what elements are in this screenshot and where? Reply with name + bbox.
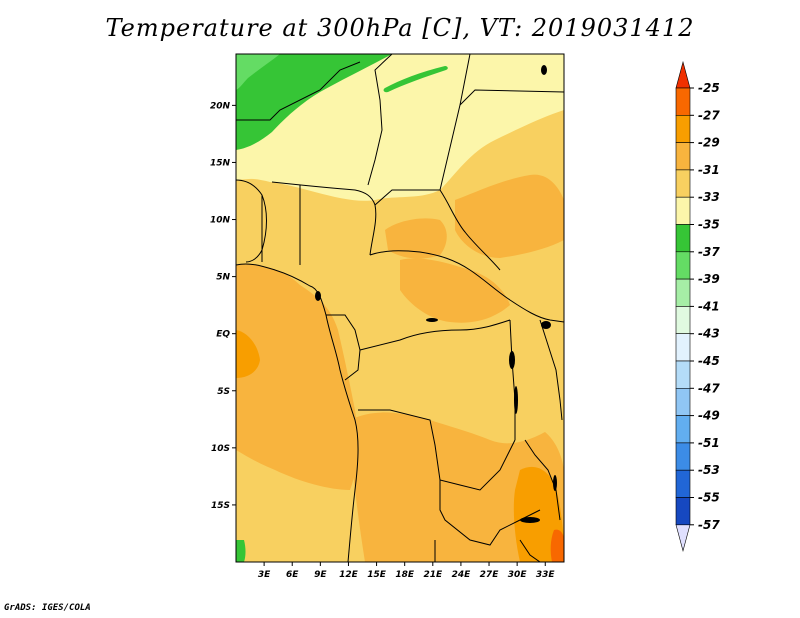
x-tick-label: 6E bbox=[286, 570, 299, 580]
colorbar-label: -41 bbox=[698, 299, 720, 313]
colorbar-label: -39 bbox=[698, 272, 720, 286]
x-tick-label: 15E bbox=[367, 570, 387, 580]
colorbar-swatch bbox=[675, 497, 691, 526]
x-tick-label: 9E bbox=[314, 570, 327, 580]
colorbar-swatch bbox=[675, 251, 691, 280]
colorbar-swatch bbox=[675, 115, 691, 143]
temperature-band-35-37-streak bbox=[383, 66, 448, 93]
temperature-band-27-29-west bbox=[236, 330, 260, 378]
colorbar-swatch bbox=[675, 387, 691, 416]
y-tick-label: 15S bbox=[211, 501, 230, 511]
colorbar-swatch bbox=[675, 224, 691, 253]
colorbar-label: -33 bbox=[698, 190, 720, 204]
colorbar-label: -57 bbox=[698, 518, 720, 532]
colorbar-label: -51 bbox=[698, 436, 720, 450]
colorbar-label: -47 bbox=[698, 381, 720, 395]
colorbar-swatch bbox=[675, 333, 691, 362]
colorbar-label: -25 bbox=[698, 81, 720, 95]
colorbar-swatch bbox=[675, 415, 691, 444]
y-tick-label: 5N bbox=[216, 273, 230, 283]
colorbar-swatch bbox=[675, 442, 691, 471]
colorbar-label: -55 bbox=[698, 491, 720, 505]
y-tick-label: 5S bbox=[217, 387, 230, 397]
x-tick-label: 24E bbox=[452, 570, 472, 580]
colorbar-swatch bbox=[675, 278, 691, 307]
colorbar-swatch bbox=[675, 169, 691, 198]
temperature-band-27-29-south bbox=[513, 466, 564, 562]
y-axis: 20N 15N 10N 5N EQ 5S 10S 15S bbox=[210, 101, 236, 511]
colorbar-swatch bbox=[675, 306, 691, 334]
x-axis: 3E 6E 9E 12E 15E 18E 21E 24E 27E 30E 33E bbox=[258, 562, 556, 580]
colorbar-swatch bbox=[675, 469, 691, 498]
colorbar-label: -31 bbox=[698, 163, 720, 177]
country-borders bbox=[236, 54, 564, 562]
temperature-band-37-39 bbox=[236, 54, 280, 90]
colorbar-swatch bbox=[675, 360, 691, 389]
colorbar-label: -53 bbox=[698, 463, 720, 477]
colorbar-swatch bbox=[675, 87, 691, 116]
colorbar-label: -37 bbox=[698, 245, 720, 259]
map-frame bbox=[235, 53, 565, 563]
colorbar-label: -29 bbox=[698, 136, 720, 150]
y-tick-label: 10S bbox=[211, 444, 230, 454]
x-tick-label: 27E bbox=[480, 570, 500, 580]
x-tick-label: 30E bbox=[508, 570, 528, 580]
map-area bbox=[236, 54, 564, 562]
y-tick-label: 15N bbox=[210, 158, 231, 168]
grads-credit: GrADS: IGES/COLA bbox=[4, 603, 91, 613]
x-tick-label: 18E bbox=[395, 570, 415, 580]
x-tick-label: 3E bbox=[258, 570, 271, 580]
colorbar-label: -43 bbox=[698, 327, 720, 341]
temperature-band-29-31-east bbox=[400, 258, 510, 323]
y-tick-label: EQ bbox=[216, 330, 230, 340]
x-tick-label: 21E bbox=[423, 570, 443, 580]
colorbar-label: -45 bbox=[698, 354, 720, 368]
y-tick-label: 20N bbox=[210, 101, 231, 111]
y-tick-label: 10N bbox=[210, 216, 231, 226]
temperature-band-29-31-northeast bbox=[455, 174, 564, 258]
x-tick-label: 33E bbox=[536, 570, 556, 580]
chart-title: Temperature at 300hPa [C], VT: 201903141… bbox=[105, 14, 695, 42]
lakes bbox=[315, 65, 557, 523]
colorbar-top-arrow bbox=[675, 60, 691, 89]
colorbar-label: -35 bbox=[698, 218, 720, 232]
temperature-band-29-31-central bbox=[385, 218, 447, 259]
colorbar-swatch bbox=[675, 142, 691, 171]
colorbar-label: -49 bbox=[698, 409, 720, 423]
colorbar: -25 -27 -29 -31 -33 -35 -37 -39 -41 -43 -45 -47 -49 -… bbox=[675, 60, 720, 552]
x-tick-label: 12E bbox=[339, 570, 359, 580]
colorbar-swatch bbox=[675, 196, 691, 225]
temperature-band-35-37-spot bbox=[236, 540, 246, 562]
temperature-band-35-37 bbox=[236, 54, 392, 150]
temperature-band-above-25 bbox=[550, 529, 564, 562]
colorbar-label: -27 bbox=[698, 108, 720, 122]
colorbar-bottom-arrow bbox=[675, 524, 691, 552]
